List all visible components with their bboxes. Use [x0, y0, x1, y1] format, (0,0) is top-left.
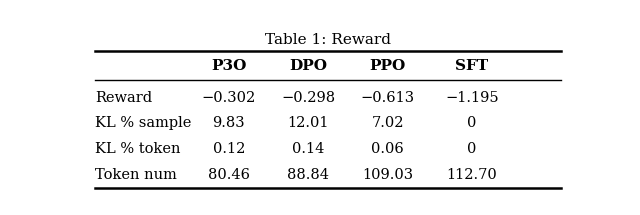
Text: 0: 0 [467, 117, 477, 131]
Text: 0.12: 0.12 [212, 142, 245, 156]
Text: Reward: Reward [95, 91, 152, 105]
Text: Token num: Token num [95, 168, 177, 182]
Text: SFT: SFT [455, 59, 488, 73]
Text: −0.302: −0.302 [202, 91, 256, 105]
Text: KL % token: KL % token [95, 142, 180, 156]
Text: DPO: DPO [289, 59, 327, 73]
Text: 0: 0 [467, 142, 477, 156]
Text: 12.01: 12.01 [287, 117, 329, 131]
Text: −0.298: −0.298 [281, 91, 335, 105]
Text: −0.613: −0.613 [360, 91, 415, 105]
Text: 0.14: 0.14 [292, 142, 324, 156]
Text: −1.195: −1.195 [445, 91, 499, 105]
Text: P3O: P3O [211, 59, 246, 73]
Text: 109.03: 109.03 [362, 168, 413, 182]
Text: 7.02: 7.02 [371, 117, 404, 131]
Text: 0.06: 0.06 [371, 142, 404, 156]
Text: 9.83: 9.83 [212, 117, 245, 131]
Text: Table 1: Reward: Table 1: Reward [265, 33, 391, 47]
Text: 112.70: 112.70 [447, 168, 497, 182]
Text: KL % sample: KL % sample [95, 117, 191, 131]
Text: PPO: PPO [369, 59, 406, 73]
Text: 80.46: 80.46 [208, 168, 250, 182]
Text: 88.84: 88.84 [287, 168, 329, 182]
